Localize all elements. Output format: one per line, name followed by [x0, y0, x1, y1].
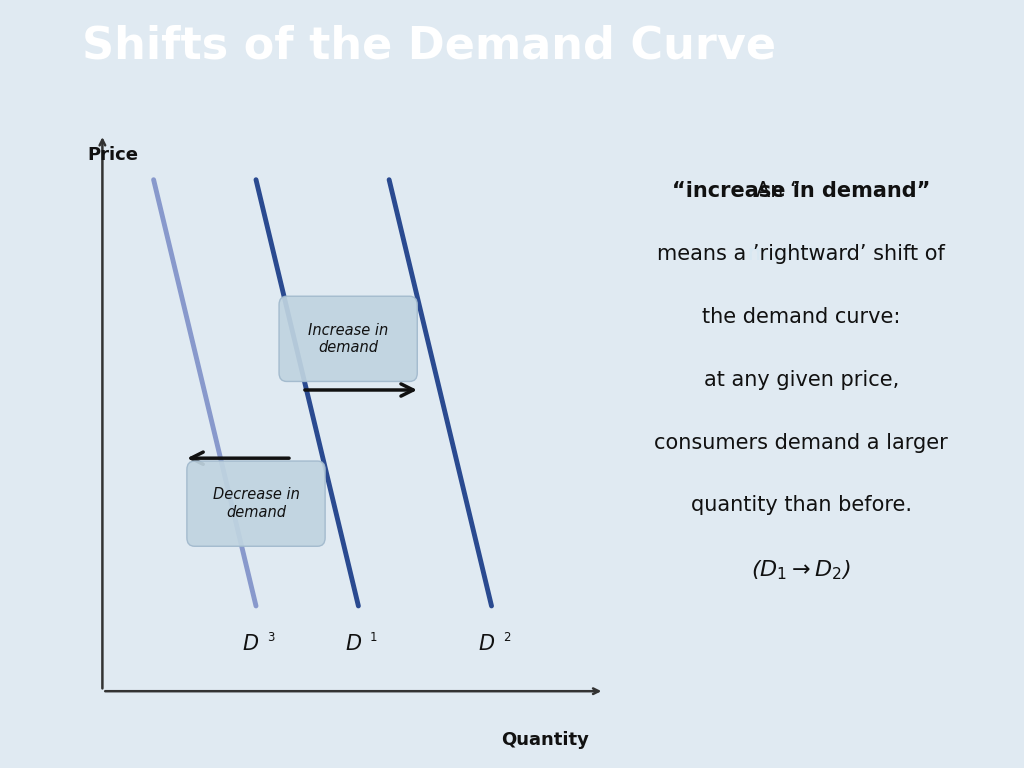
Text: at any given price,: at any given price, [703, 369, 899, 389]
Text: quantity than before.: quantity than before. [691, 495, 911, 515]
Text: Price: Price [87, 146, 138, 164]
Text: consumers demand a larger: consumers demand a larger [654, 432, 948, 452]
Text: means a ’rightward’ shift of: means a ’rightward’ shift of [657, 244, 945, 264]
Text: $D$: $D$ [345, 634, 361, 654]
FancyBboxPatch shape [279, 296, 418, 382]
Text: Increase in
demand: Increase in demand [308, 323, 388, 355]
Text: $_3$: $_3$ [267, 626, 275, 644]
Text: $D$: $D$ [243, 634, 259, 654]
Text: Decrease in
demand: Decrease in demand [213, 488, 299, 520]
Text: $_2$: $_2$ [503, 626, 511, 644]
Text: Shifts of the Demand Curve: Shifts of the Demand Curve [82, 25, 776, 68]
FancyBboxPatch shape [187, 461, 326, 546]
Text: An “: An “ [757, 181, 801, 201]
Text: ($D_1$$\rightarrow$$D_2$): ($D_1$$\rightarrow$$D_2$) [752, 558, 851, 582]
Text: $D$: $D$ [478, 634, 495, 654]
Text: Quantity: Quantity [501, 731, 589, 749]
Text: means a –: means a – [749, 244, 854, 264]
Text: the demand curve:: the demand curve: [702, 306, 900, 327]
Text: “increase in demand”: “increase in demand” [672, 181, 931, 201]
Text: $_1$: $_1$ [370, 626, 378, 644]
